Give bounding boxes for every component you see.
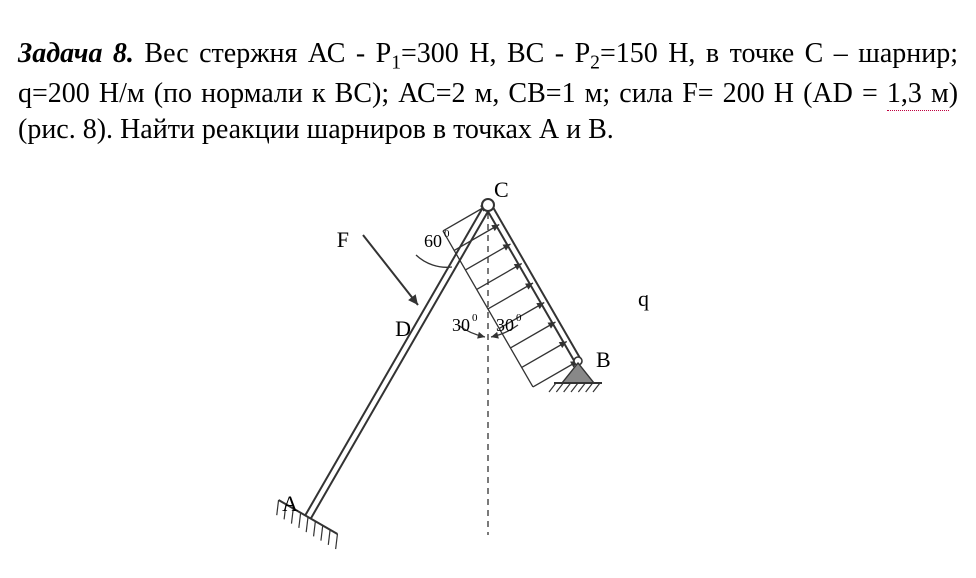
problem-label: Задача 8. xyxy=(18,38,134,69)
svg-text:30: 30 xyxy=(452,315,470,335)
sub2: 2 xyxy=(590,53,600,74)
figure-wrap: CABDFq600300300 xyxy=(18,175,958,575)
t3: Найти реакции шарниров в точках А и В. xyxy=(120,114,614,145)
ad-value: 1,3 м xyxy=(887,78,949,111)
svg-text:0: 0 xyxy=(444,228,450,240)
sub1: 1 xyxy=(391,53,401,74)
figure-svg: CABDFq600300300 xyxy=(228,175,748,575)
t1c: =150 Н, xyxy=(600,38,695,69)
svg-text:60: 60 xyxy=(424,231,442,251)
t1b: =300 Н, ВС - Р xyxy=(401,38,590,69)
problem-text: Задача 8. Вес стержня АС - Р1=300 Н, ВС … xyxy=(18,36,958,147)
svg-text:F: F xyxy=(337,227,349,252)
t1a: Вес стержня АС - Р xyxy=(134,38,391,69)
svg-text:C: C xyxy=(494,177,509,202)
svg-text:30: 30 xyxy=(496,315,514,335)
svg-text:q: q xyxy=(638,286,649,311)
svg-text:B: B xyxy=(596,347,611,372)
svg-text:D: D xyxy=(395,316,411,341)
svg-text:0: 0 xyxy=(516,312,522,324)
svg-text:0: 0 xyxy=(472,312,478,324)
svg-text:A: A xyxy=(282,491,298,516)
